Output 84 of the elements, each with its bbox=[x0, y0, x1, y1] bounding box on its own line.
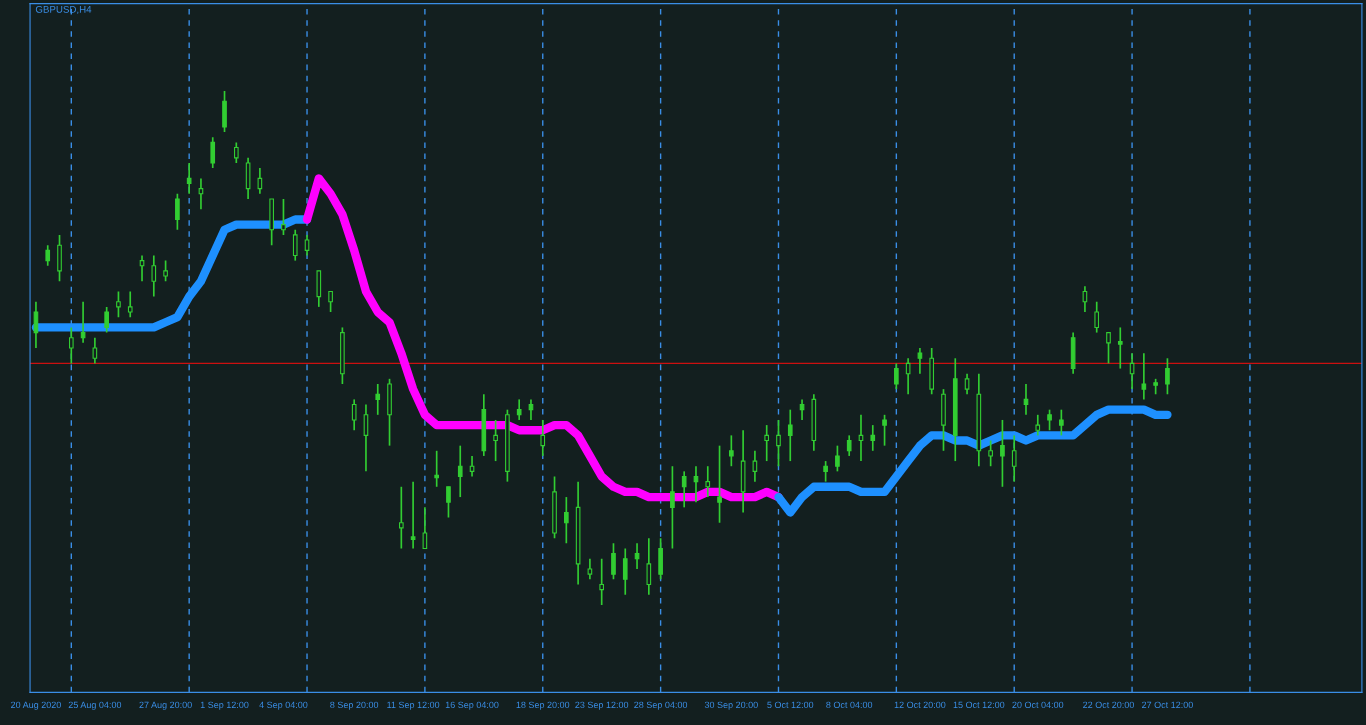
candlestick bbox=[776, 419, 781, 468]
candlestick bbox=[764, 424, 770, 462]
candlestick bbox=[210, 136, 216, 169]
candlestick bbox=[988, 439, 993, 468]
x-tick-label: 5 Oct 12:00 bbox=[767, 701, 814, 709]
candlestick bbox=[870, 424, 876, 452]
x-tick-label: 27 Aug 20:00 bbox=[139, 701, 192, 710]
candlestick bbox=[717, 444, 722, 524]
candlestick bbox=[80, 300, 86, 344]
candlestick bbox=[163, 259, 168, 283]
candlestick bbox=[1059, 408, 1064, 437]
candlestick bbox=[1106, 331, 1111, 365]
x-tick-label: 11 Sep 12:00 bbox=[387, 701, 440, 710]
x-tick-label: 15 Oct 12:00 bbox=[953, 701, 1005, 709]
candlestick bbox=[1094, 300, 1100, 334]
candlestick bbox=[1165, 357, 1170, 396]
candlestick bbox=[328, 290, 333, 313]
x-tick-label: 18 Sep 20:00 bbox=[516, 701, 570, 710]
candlestick bbox=[1011, 434, 1017, 483]
candlestick bbox=[45, 244, 51, 267]
candlestick bbox=[846, 434, 852, 457]
chart-title: GBPUSD,H4 bbox=[35, 5, 92, 14]
candlestick bbox=[905, 357, 911, 396]
x-tick-label: 4 Sep 04:00 bbox=[259, 701, 308, 710]
candlestick bbox=[964, 372, 970, 396]
candlestick bbox=[410, 480, 416, 550]
candlestick bbox=[233, 141, 239, 164]
candlestick bbox=[729, 434, 734, 468]
x-tick-label: 20 Aug 2020 bbox=[11, 701, 61, 710]
candlestick bbox=[351, 398, 357, 432]
candlestick bbox=[398, 485, 404, 550]
x-tick-label: 16 Sep 04:00 bbox=[445, 701, 499, 710]
candlestick bbox=[823, 460, 828, 483]
candlestick bbox=[882, 413, 887, 447]
candlestick bbox=[422, 506, 428, 550]
candlestick bbox=[281, 198, 286, 236]
x-tick-label: 30 Sep 20:00 bbox=[704, 701, 758, 710]
candlestick bbox=[587, 557, 593, 581]
candlestick bbox=[493, 419, 498, 462]
candlestick bbox=[257, 167, 263, 195]
candlestick bbox=[292, 228, 298, 262]
candlestick bbox=[304, 234, 310, 257]
candlestick bbox=[564, 496, 569, 545]
x-tick-label: 25 Aug 04:00 bbox=[68, 701, 122, 710]
candlestick bbox=[434, 449, 440, 488]
x-tick-label: 20 Oct 04:00 bbox=[1012, 701, 1064, 709]
candlestick bbox=[670, 465, 675, 550]
x-tick-label: 1 Sep 12:00 bbox=[200, 701, 249, 710]
candlestick bbox=[375, 383, 381, 416]
candlestick bbox=[599, 557, 605, 606]
candlestick bbox=[1141, 352, 1147, 401]
candlestick bbox=[622, 547, 628, 596]
candlestick bbox=[681, 470, 687, 509]
candlestick bbox=[1117, 326, 1123, 370]
x-tick-label: 22 Oct 20:00 bbox=[1083, 701, 1134, 709]
candlestick bbox=[127, 290, 133, 318]
candlestick bbox=[917, 347, 923, 375]
candlestick bbox=[835, 444, 840, 473]
candlestick bbox=[1035, 413, 1041, 437]
candlestick bbox=[186, 162, 192, 195]
candlestick bbox=[894, 362, 899, 390]
candlestick bbox=[516, 398, 522, 421]
x-tick-label: 8 Sep 20:00 bbox=[330, 701, 379, 710]
candlestick bbox=[646, 537, 652, 596]
candlestick bbox=[705, 465, 711, 498]
x-tick-label: 28 Sep 04:00 bbox=[634, 701, 688, 710]
candlestick bbox=[68, 326, 74, 365]
candlestick bbox=[92, 336, 98, 365]
candlestick bbox=[1047, 408, 1052, 432]
candlestick bbox=[1000, 419, 1005, 488]
x-tick-label: 8 Oct 04:00 bbox=[826, 701, 873, 709]
x-tick-label: 23 Sep 12:00 bbox=[575, 701, 629, 710]
x-tick-label: 12 Oct 20:00 bbox=[894, 701, 946, 709]
candlestick bbox=[151, 254, 157, 298]
candlestick bbox=[104, 306, 109, 334]
candlestick bbox=[752, 449, 758, 483]
x-tick-label: 27 Oct 12:00 bbox=[1142, 701, 1193, 709]
candlestick bbox=[175, 192, 180, 231]
candlestick bbox=[446, 485, 451, 519]
candlestick bbox=[116, 290, 121, 318]
candlestick bbox=[787, 408, 793, 462]
candlestick bbox=[457, 444, 463, 498]
candlestick bbox=[540, 419, 546, 457]
candlestick bbox=[611, 542, 616, 581]
